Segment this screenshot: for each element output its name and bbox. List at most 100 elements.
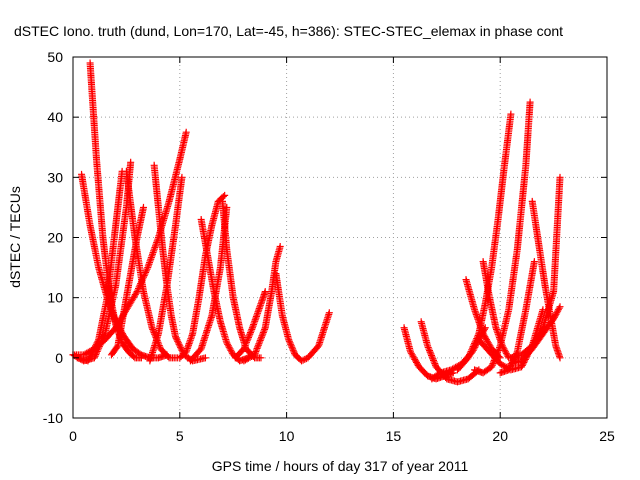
data-point [466,351,474,359]
data-point [494,348,502,356]
data-point [248,325,256,333]
data-point [244,354,252,362]
data-point [240,345,248,353]
data-point [410,354,418,362]
y-tick-label: 0 [55,350,63,366]
data-point [426,348,434,356]
y-tick-label: 30 [47,169,63,185]
data-point [127,158,135,166]
series-track [475,306,547,374]
data-point [468,346,476,354]
data-point [256,336,264,344]
data-point [299,356,307,364]
data-point [149,325,157,333]
data-point [244,333,252,341]
data-point [522,354,530,362]
x-tick-label: 20 [492,428,508,444]
data-point [526,346,534,354]
data-point [201,354,209,362]
series-track [86,59,145,362]
data-point [539,306,547,314]
data-point [495,345,503,353]
data-point [499,362,507,370]
data-point [429,356,437,364]
data-point [494,347,502,355]
data-point [428,353,436,361]
data-point [519,360,527,368]
data-point [471,338,479,346]
data-point [85,354,93,362]
data-point [465,352,473,360]
data-point [261,325,269,333]
data-point [175,340,183,348]
data-point [100,333,108,341]
data-point [412,358,420,366]
data-point [286,339,294,347]
data-point [139,203,147,211]
x-axis-label: GPS time / hours of day 317 of year 2011 [212,458,469,474]
data-point [89,348,97,356]
x-tick-label: 10 [279,428,295,444]
data-point [525,348,533,356]
series-track [240,243,284,365]
data-point [411,355,419,363]
data-point [555,304,563,312]
data-point [228,348,236,356]
data-point [502,348,510,356]
data-point [241,342,249,350]
data-point [177,343,185,351]
data-point [496,360,504,368]
data-point [287,340,295,348]
data-point [551,312,559,320]
data-point [246,329,254,337]
series-track [107,203,147,359]
data-point [474,331,482,339]
series-track [272,270,333,365]
chart-title: dSTEC Iono. truth (dund, Lon=170, Lat=-4… [14,23,563,39]
data-point [248,353,256,361]
data-point [174,337,182,345]
data-point [496,343,504,351]
data-point [301,355,309,363]
series-track [186,203,231,365]
data-point [259,329,267,337]
data-point [285,336,293,344]
data-point [87,351,95,359]
data-point [89,346,97,354]
data-point [252,346,260,354]
y-tick-labels: -10 0 10 20 30 40 50 [43,49,63,426]
data-point [149,327,157,335]
data-point [260,327,268,335]
data-point [518,361,526,369]
data-point [553,309,561,317]
series-track [471,98,534,377]
y-tick-label: 50 [47,49,63,65]
data-point [261,288,269,296]
data-point [241,343,249,351]
data-point [481,333,489,341]
x-tick-label: 15 [386,428,402,444]
data-point [225,343,233,351]
data-point [429,355,437,363]
data-point [409,352,417,360]
data-point [485,340,493,348]
data-point [257,354,265,362]
data-point [424,343,432,351]
data-point [556,303,564,311]
data-point [178,173,186,181]
data-point [177,345,185,353]
data-point [285,337,293,345]
data-point [503,351,511,359]
data-point [223,339,231,347]
data-point [100,331,108,339]
series-track [69,128,190,359]
data-point [413,360,421,368]
data-point [430,358,438,366]
data-point [259,330,267,338]
data-point [520,358,528,366]
data-point [468,344,476,352]
series-track [417,318,483,386]
data-point [552,310,560,318]
data-point [256,338,264,346]
